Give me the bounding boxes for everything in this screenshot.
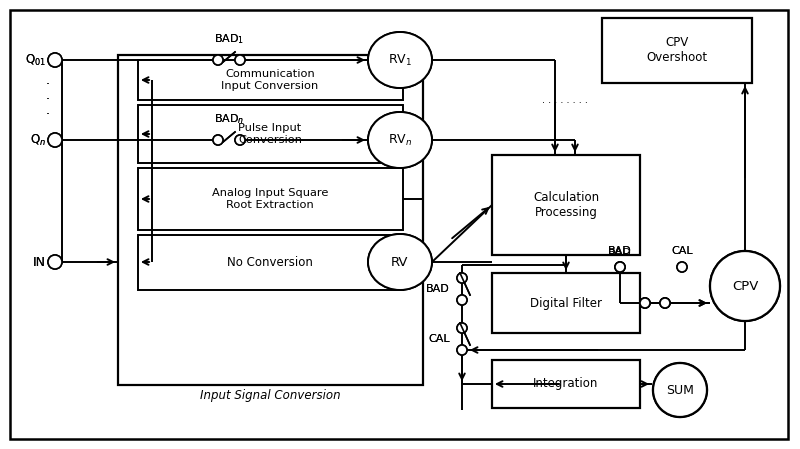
Text: RV$_1$: RV$_1$ — [388, 53, 412, 67]
Text: Q$_n$: Q$_n$ — [30, 132, 46, 148]
Circle shape — [653, 363, 707, 417]
Text: RV$_1$: RV$_1$ — [388, 53, 412, 67]
Circle shape — [615, 262, 625, 272]
Text: Q$_n$: Q$_n$ — [30, 132, 46, 148]
Circle shape — [213, 55, 223, 65]
Circle shape — [653, 363, 707, 417]
Circle shape — [235, 135, 245, 145]
Text: CAL: CAL — [671, 246, 693, 256]
Ellipse shape — [368, 112, 432, 168]
Bar — [138, 105, 403, 163]
Text: SUM: SUM — [666, 383, 694, 396]
Text: Digital Filter: Digital Filter — [530, 296, 602, 309]
Circle shape — [213, 135, 223, 145]
Text: Calculation
Processing: Calculation Processing — [533, 191, 599, 219]
Circle shape — [48, 133, 62, 147]
Bar — [138, 168, 403, 230]
Circle shape — [660, 298, 670, 308]
Circle shape — [235, 135, 245, 145]
Ellipse shape — [368, 32, 432, 88]
Circle shape — [640, 298, 650, 308]
Circle shape — [235, 55, 245, 65]
Text: BAD$_n$: BAD$_n$ — [214, 112, 244, 126]
Text: Q$_{01}$: Q$_{01}$ — [25, 53, 46, 67]
Text: CPV: CPV — [732, 279, 758, 292]
Text: BAD: BAD — [426, 284, 450, 294]
Text: Input Signal Conversion: Input Signal Conversion — [200, 388, 340, 401]
Circle shape — [48, 53, 62, 67]
Ellipse shape — [368, 234, 432, 290]
Text: SUM: SUM — [666, 383, 694, 396]
Text: No Conversion: No Conversion — [227, 255, 313, 269]
Text: IN: IN — [33, 255, 46, 269]
Text: IN: IN — [33, 255, 46, 269]
Circle shape — [660, 298, 670, 308]
Circle shape — [710, 251, 780, 321]
Text: BAD: BAD — [608, 246, 632, 256]
Ellipse shape — [368, 112, 432, 168]
Circle shape — [457, 273, 467, 283]
Circle shape — [640, 298, 650, 308]
Text: . . . . . . . .: . . . . . . . . — [542, 95, 588, 105]
Circle shape — [48, 255, 62, 269]
Bar — [492, 273, 640, 333]
Circle shape — [213, 55, 223, 65]
Circle shape — [457, 345, 467, 355]
Circle shape — [457, 323, 467, 333]
Text: Pulse Input
Conversion: Pulse Input Conversion — [238, 123, 302, 145]
Circle shape — [457, 295, 467, 305]
Circle shape — [457, 295, 467, 305]
Circle shape — [457, 345, 467, 355]
Ellipse shape — [368, 32, 432, 88]
Text: CPV
Overshoot: CPV Overshoot — [646, 36, 707, 64]
Circle shape — [48, 53, 62, 67]
Text: BAD: BAD — [426, 284, 450, 294]
Circle shape — [213, 135, 223, 145]
Text: RV: RV — [391, 255, 409, 269]
Circle shape — [660, 298, 670, 308]
Bar — [602, 18, 752, 83]
Text: Analog Input Square
Root Extraction: Analog Input Square Root Extraction — [212, 188, 328, 210]
Bar — [118, 55, 423, 385]
Text: BAD$_1$: BAD$_1$ — [214, 32, 244, 46]
Circle shape — [677, 262, 687, 272]
Text: Communication
Input Conversion: Communication Input Conversion — [222, 69, 318, 91]
Text: CAL: CAL — [428, 334, 450, 344]
Text: CAL: CAL — [428, 334, 450, 344]
Circle shape — [48, 133, 62, 147]
Text: RV: RV — [391, 255, 409, 269]
Circle shape — [615, 262, 625, 272]
Text: Integration: Integration — [534, 378, 598, 391]
Text: RV$_n$: RV$_n$ — [388, 132, 412, 148]
Text: BAD$_1$: BAD$_1$ — [214, 32, 244, 46]
Circle shape — [710, 251, 780, 321]
Circle shape — [615, 262, 625, 272]
Circle shape — [640, 298, 650, 308]
Bar — [492, 360, 640, 408]
Text: RV$_n$: RV$_n$ — [388, 132, 412, 148]
Text: BAD: BAD — [608, 248, 632, 258]
Text: CPV: CPV — [732, 279, 758, 292]
Text: Q$_{01}$: Q$_{01}$ — [25, 53, 46, 67]
Circle shape — [457, 273, 467, 283]
Bar — [138, 235, 403, 290]
Text: ·
·
·: · · · — [46, 79, 50, 122]
Bar — [138, 60, 403, 100]
Circle shape — [235, 55, 245, 65]
Text: BAD: BAD — [608, 246, 632, 256]
Circle shape — [48, 255, 62, 269]
Circle shape — [457, 323, 467, 333]
Bar — [492, 155, 640, 255]
Text: CAL: CAL — [671, 246, 693, 256]
Circle shape — [677, 262, 687, 272]
Ellipse shape — [368, 234, 432, 290]
Text: BAD$_n$: BAD$_n$ — [214, 112, 244, 126]
Text: ·
·
·: · · · — [46, 79, 50, 122]
